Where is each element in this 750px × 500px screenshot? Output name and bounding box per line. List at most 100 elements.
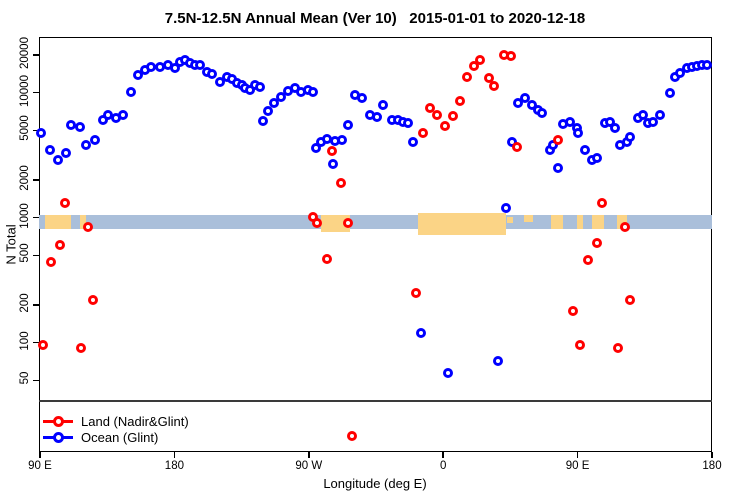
- data-point: [411, 287, 422, 298]
- x-tick-mark: [442, 452, 444, 458]
- data-point: [553, 162, 564, 173]
- data-point: [125, 87, 136, 98]
- land-segment: [617, 215, 628, 229]
- data-point: [468, 60, 479, 71]
- data-point: [327, 158, 338, 169]
- data-point: [343, 120, 354, 131]
- data-point: [574, 340, 585, 351]
- data-point: [553, 134, 564, 145]
- data-point: [132, 69, 143, 80]
- chart-title: 7.5N-12.5N Annual Mean (Ver 10) 2015-01-…: [164, 10, 586, 27]
- x-tick-label: 90 E: [28, 460, 52, 472]
- data-point: [194, 59, 205, 70]
- data-point: [276, 92, 287, 103]
- land-line-glyph: [43, 415, 73, 427]
- legend-label-land: Land (Nadir&Glint): [81, 413, 189, 429]
- land-segment: [44, 215, 72, 229]
- data-point: [493, 356, 503, 367]
- data-point: [263, 106, 274, 117]
- data-point: [45, 144, 55, 155]
- data-point: [425, 102, 436, 113]
- data-point: [36, 127, 47, 138]
- land-segment: [551, 215, 563, 229]
- data-point: [118, 110, 129, 121]
- ocean-band: [39, 215, 712, 229]
- data-point: [442, 368, 453, 379]
- y-tick-mark: [33, 341, 39, 344]
- data-point: [580, 144, 591, 155]
- data-point: [439, 121, 450, 132]
- data-point: [620, 222, 631, 233]
- data-point: [474, 54, 485, 65]
- data-point: [88, 294, 98, 305]
- land-segment: [321, 215, 350, 232]
- data-point: [402, 118, 413, 129]
- data-point: [145, 61, 156, 72]
- data-point: [66, 120, 77, 131]
- x-tick-label: 0: [439, 460, 447, 472]
- y-tick-mark: [33, 91, 39, 94]
- data-point: [613, 343, 624, 354]
- data-point: [75, 122, 86, 133]
- data-point: [408, 137, 419, 148]
- data-point: [675, 67, 686, 78]
- data-point: [346, 430, 357, 441]
- data-point: [461, 72, 472, 83]
- data-point: [46, 257, 57, 268]
- data-point: [592, 237, 602, 248]
- ocean-circle-icon: [53, 431, 64, 443]
- data-point: [547, 140, 558, 151]
- y-tick-label: 20000: [19, 37, 31, 70]
- y-tick-mark: [33, 379, 39, 382]
- data-point: [537, 107, 548, 118]
- legend-separator-line: [39, 400, 712, 402]
- y-tick-mark: [33, 304, 39, 306]
- x-tick-mark: [576, 452, 579, 458]
- data-point: [501, 202, 512, 213]
- data-point: [372, 111, 383, 122]
- data-point: [310, 143, 321, 154]
- data-point: [53, 154, 64, 165]
- data-point: [455, 95, 466, 106]
- data-point: [82, 222, 93, 233]
- data-point: [583, 254, 594, 265]
- data-point: [89, 134, 100, 145]
- data-point: [214, 76, 225, 87]
- y-tick-mark: [33, 129, 39, 132]
- data-point: [596, 198, 607, 209]
- data-point: [59, 198, 70, 209]
- x-tick-label: 90 E: [565, 460, 590, 472]
- data-point: [484, 73, 495, 84]
- plot-area: [39, 37, 712, 452]
- y-tick-mark: [33, 54, 39, 56]
- data-point: [244, 85, 255, 96]
- data-point: [337, 134, 348, 145]
- data-point: [257, 116, 268, 127]
- data-point: [638, 110, 648, 121]
- legend-label-ocean: Ocean (Glint): [81, 429, 159, 445]
- x-tick-mark: [39, 452, 41, 458]
- data-point: [60, 147, 71, 158]
- data-point: [55, 240, 65, 251]
- x-tick-mark: [173, 452, 176, 458]
- data-point: [625, 294, 636, 305]
- data-point: [312, 217, 322, 228]
- legend-item-ocean: Ocean (Glint): [43, 429, 159, 445]
- data-point: [37, 340, 48, 351]
- data-point: [448, 111, 459, 122]
- land-segment: [417, 213, 507, 235]
- data-point: [488, 80, 499, 91]
- data-point: [343, 217, 354, 228]
- data-point: [702, 59, 713, 70]
- land-circle-icon: [53, 415, 64, 427]
- x-tick-label: 180: [702, 460, 722, 472]
- x-tick-mark: [711, 452, 713, 458]
- y-tick-mark: [33, 179, 39, 181]
- data-point: [505, 50, 516, 61]
- data-point: [511, 141, 522, 152]
- ocean-line-glyph: [43, 431, 73, 443]
- data-point: [378, 100, 389, 111]
- y-tick-mark: [33, 216, 39, 219]
- data-point: [207, 69, 218, 80]
